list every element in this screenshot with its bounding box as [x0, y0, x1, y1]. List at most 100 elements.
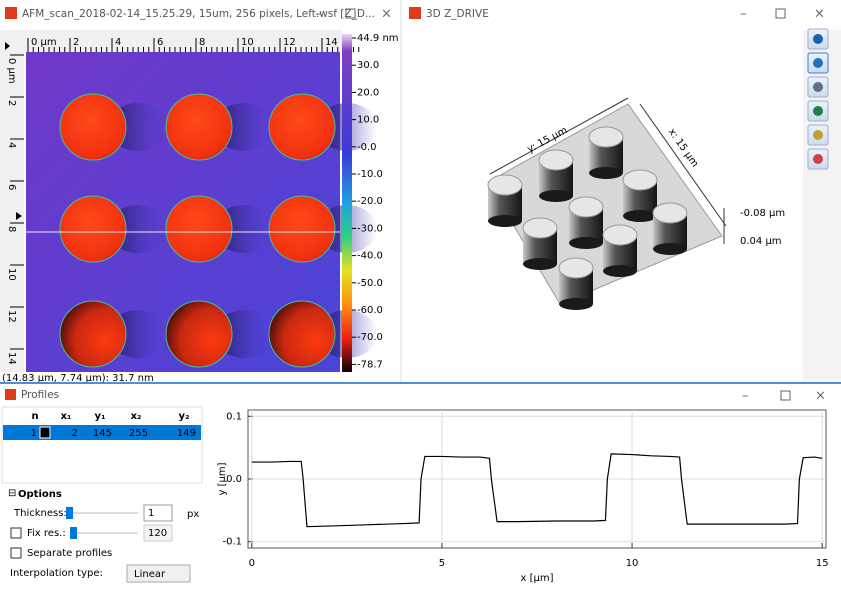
minimize-button[interactable]: – [742, 389, 749, 404]
profile-table [1, 406, 203, 484]
thickness-unit: px [187, 509, 199, 520]
view3d-window: 3D Z_DRIVE – × y: 15 µm x: 15 µm -0.08 µ… [409, 7, 841, 380]
profiles-window: Profiles – × n x₁ y₁ x₂ y₂ 1 2 145 255 149 ⊟ Opti… [0, 382, 841, 584]
color-bar-label: 20.0 [357, 87, 379, 98]
column-header: x₂ [131, 411, 142, 422]
x-axis-title: x [µm] [520, 573, 553, 584]
y-tick-label: -0.1 [222, 537, 242, 548]
x-tick-label: 5 [439, 558, 445, 569]
pillar-bottom [488, 215, 522, 227]
pillar-bottom [653, 243, 687, 255]
close-button[interactable]: × [815, 389, 826, 404]
thickness-spin[interactable] [143, 504, 173, 522]
column-header: n [31, 411, 38, 422]
ruler-label: 10 [241, 37, 254, 48]
ruler-label: 4 [115, 37, 121, 48]
ruler-label: 2 [6, 100, 17, 106]
pillar-top [165, 300, 233, 368]
close-button[interactable]: × [381, 7, 392, 22]
cell: 149 [177, 428, 196, 439]
close-button[interactable]: × [814, 7, 825, 22]
pillar-top [652, 202, 688, 224]
x-tick-label: 15 [816, 558, 829, 569]
rulers: 0 µm 2 4 6 8 10 12 14 0 µm 2 4 6 8 10 12 14 [6, 37, 360, 365]
pillar-top [268, 93, 336, 161]
color-bar-label: 10.0 [357, 115, 379, 126]
pillar-bottom [603, 265, 637, 277]
pillar-top [165, 195, 233, 263]
x-tick-label: 10 [626, 558, 639, 569]
ruler-label: 10 [6, 268, 17, 281]
thickness-slider[interactable] [66, 507, 73, 519]
separate-checkbox[interactable] [10, 547, 22, 559]
ruler-label: 0 µm [6, 58, 17, 84]
minimize-button[interactable]: – [315, 7, 322, 22]
z-top-label: -0.08 µm [740, 208, 785, 219]
pillar-top [538, 149, 574, 171]
color-bar-label: -78.7 [357, 359, 383, 370]
pillar-bottom [569, 237, 603, 249]
pillar-bottom [523, 258, 557, 270]
pillar-top [602, 224, 638, 246]
pillars [487, 126, 688, 310]
color-bar-label: -20.0 [357, 196, 383, 207]
cursor-marker [16, 212, 22, 220]
pillar-top [59, 300, 127, 368]
ruler-arrow [5, 42, 10, 50]
ruler-label: 6 [6, 184, 17, 190]
x-axis [639, 103, 727, 227]
tool-icon [813, 82, 823, 92]
toolbar-buttons [807, 28, 829, 170]
pillar-top [268, 300, 336, 368]
z-bottom-label: 0.04 µm [740, 236, 782, 247]
pillar-top [59, 93, 127, 161]
thickness-value: 1 [148, 508, 154, 519]
left-ruler [0, 52, 24, 372]
pillar-top [622, 169, 658, 191]
color-bar-labels: 44.9 nm 30.0 20.0 10.0 -0.0 -10.0 -20.0 -30.0 -4… [352, 33, 399, 370]
app-icon [5, 389, 16, 400]
ruler-label: 12 [283, 37, 296, 48]
color-bar-label: -10.0 [357, 169, 383, 180]
pillar-top [588, 126, 624, 148]
cell: 2 [72, 428, 78, 439]
fix-res-spin[interactable] [143, 524, 173, 542]
color-bar-label: -40.0 [357, 251, 383, 262]
pillar-bottom [589, 167, 623, 179]
pillar-top [568, 196, 604, 218]
fix-res-checkbox[interactable] [10, 527, 22, 539]
top-ruler [0, 30, 342, 52]
options-heading: Options [18, 489, 62, 500]
color-bar-label: -50.0 [357, 278, 383, 289]
maximize-button[interactable] [780, 390, 791, 401]
pillar-top [522, 217, 558, 239]
pillar-top [59, 195, 127, 263]
collapse-icon[interactable]: ⊟ [8, 488, 16, 499]
pillar-bottom [539, 190, 573, 202]
minimize-button[interactable]: – [740, 7, 747, 22]
cell: 145 [93, 428, 112, 439]
image-window: AFM_scan_2018-02-14_15.25.29, 15um, 256 … [0, 0, 400, 384]
column-header: y₁ [95, 411, 106, 422]
y-axis-title: y [µm] [217, 462, 228, 495]
color-bar-label: -0.0 [357, 142, 377, 153]
color-bar-label: -30.0 [357, 223, 383, 234]
interpolation-label: Interpolation type: [10, 568, 103, 579]
pillar-top [558, 257, 594, 279]
color-bar [342, 34, 352, 372]
ruler-label: 14 [6, 352, 17, 365]
interpolation-combo[interactable] [126, 564, 191, 583]
cell: 255 [129, 428, 148, 439]
app-icon [5, 7, 17, 19]
cell: 1 [31, 428, 37, 439]
selected-row[interactable] [3, 425, 201, 440]
thickness-label: Thickness: [13, 508, 67, 519]
maximize-button[interactable] [345, 8, 356, 19]
maximize-button[interactable] [775, 8, 786, 19]
fix-res-slider[interactable] [70, 527, 77, 539]
ruler-label: 14 [325, 37, 338, 48]
fix-res-value: 120 [148, 528, 167, 539]
window-title: 3D Z_DRIVE [426, 8, 489, 20]
color-bar-label: 30.0 [357, 60, 379, 71]
